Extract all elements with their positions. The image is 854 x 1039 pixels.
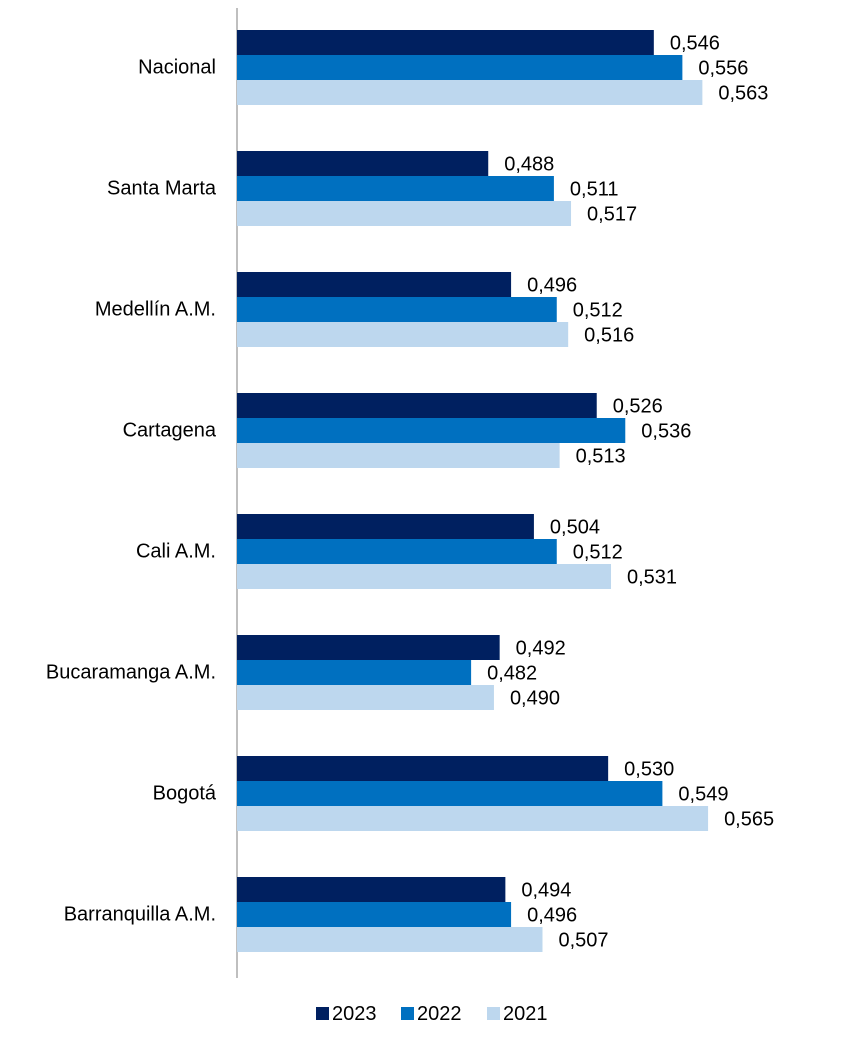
bar-2021-3 <box>237 322 569 347</box>
bar-2021-7 <box>237 806 709 831</box>
data-label: 0,496 <box>527 275 577 297</box>
bar-2023-5 <box>237 514 534 539</box>
data-label: 0,482 <box>487 663 537 685</box>
bar-2022-2 <box>237 176 554 201</box>
bar-2022-3 <box>237 297 557 322</box>
data-label: 0,494 <box>521 880 571 902</box>
category-label: Nacional <box>138 57 216 79</box>
legend-swatch-2022 <box>401 1007 414 1020</box>
data-label: 0,556 <box>698 58 748 80</box>
data-label: 0,563 <box>718 83 768 105</box>
data-label: 0,536 <box>641 421 691 443</box>
bar-2021-6 <box>237 685 494 710</box>
legend-swatch-2023 <box>316 1007 329 1020</box>
bar-2023-8 <box>237 877 506 902</box>
bar-2022-6 <box>237 660 472 685</box>
data-label: 0,512 <box>573 300 623 322</box>
legend-label: 2021 <box>503 1003 548 1025</box>
bar-2021-2 <box>237 201 572 226</box>
labels-layer: Nacional 0,546 0,556 0,563 Santa Marta 0,488 0… <box>46 33 774 952</box>
data-label: 0,490 <box>510 688 560 710</box>
data-label: 0,516 <box>584 325 634 347</box>
bar-2021-5 <box>237 564 612 589</box>
category-label: Santa Marta <box>107 178 217 200</box>
data-label: 0,507 <box>558 930 608 952</box>
bar-2023-6 <box>237 635 500 660</box>
bar-2023-2 <box>237 151 489 176</box>
data-label: 0,504 <box>550 517 600 539</box>
data-label: 0,517 <box>587 204 637 226</box>
category-label: Cali A.M. <box>136 541 216 563</box>
data-label: 0,492 <box>516 638 566 660</box>
data-label: 0,488 <box>504 154 554 176</box>
bar-2022-8 <box>237 902 512 927</box>
legend-swatch-2021 <box>487 1007 500 1020</box>
data-label: 0,513 <box>576 446 626 468</box>
data-label: 0,546 <box>670 33 720 55</box>
bar-2021-8 <box>237 927 543 952</box>
data-label: 0,549 <box>678 784 728 806</box>
category-label: Medellín A.M. <box>95 299 216 321</box>
data-label: 0,530 <box>624 759 674 781</box>
category-label: Barranquilla A.M. <box>64 904 216 926</box>
category-label: Cartagena <box>123 420 217 442</box>
bar-2022-1 <box>237 55 683 80</box>
bar-2023-3 <box>237 272 512 297</box>
bars-layer <box>237 30 709 952</box>
legend-label: 2022 <box>417 1003 462 1025</box>
data-label: 0,526 <box>613 396 663 418</box>
category-label: Bucaramanga A.M. <box>46 662 216 684</box>
data-label: 0,531 <box>627 567 677 589</box>
bar-2023-7 <box>237 756 609 781</box>
bar-2021-1 <box>237 80 703 105</box>
data-label: 0,496 <box>527 905 577 927</box>
bar-2023-1 <box>237 30 654 55</box>
category-label: Bogotá <box>153 783 217 805</box>
bar-2022-7 <box>237 781 663 806</box>
legend: 2023 2022 2021 <box>316 1003 548 1025</box>
bar-2022-5 <box>237 539 557 564</box>
data-label: 0,565 <box>724 809 774 831</box>
legend-label: 2023 <box>332 1003 377 1025</box>
bar-2022-4 <box>237 418 626 443</box>
data-label: 0,512 <box>573 542 623 564</box>
bar-2023-4 <box>237 393 597 418</box>
data-label: 0,511 <box>570 179 619 201</box>
bar-2021-4 <box>237 443 560 468</box>
